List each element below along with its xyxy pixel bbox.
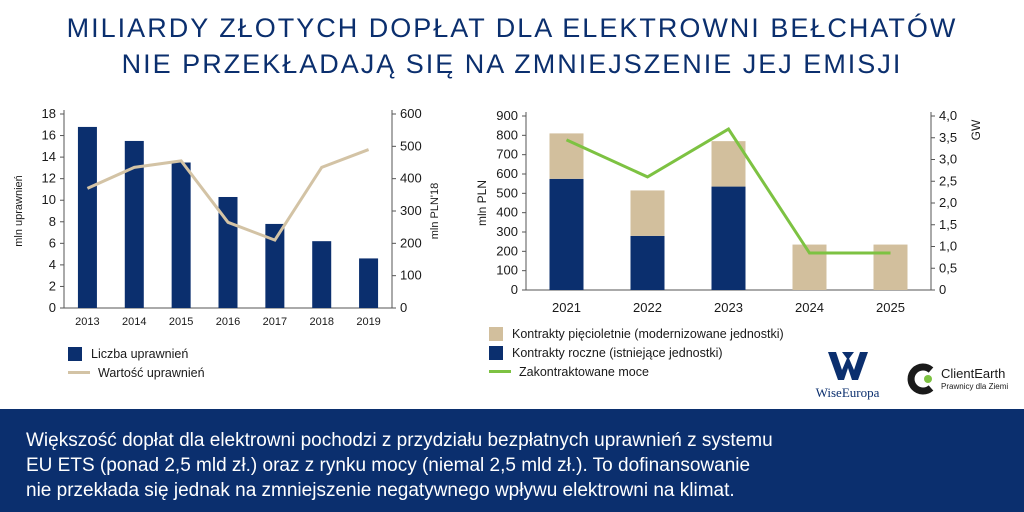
y-tick-label-left: 6 xyxy=(49,235,56,250)
y-tick-label-right: 2,0 xyxy=(939,195,957,210)
y-tick-label-right: 600 xyxy=(400,106,422,121)
clientearth-emblem-icon xyxy=(907,363,934,395)
y-tick-label-left: 8 xyxy=(49,214,56,229)
title-line-2: NIE PRZEKŁADAJĄ SIĘ NA ZMNIEJSZENIE JEJ … xyxy=(121,49,903,79)
bar xyxy=(265,223,285,308)
bar xyxy=(312,241,332,308)
legend-item-allowance-count: Liczba uprawnień xyxy=(68,344,205,363)
y-axis-title-left: mln uprawnień xyxy=(13,175,25,247)
bar xyxy=(171,162,191,308)
legend-item-contracted: Zakontraktowane moce xyxy=(489,362,784,381)
y-tick-label-right: 500 xyxy=(400,138,422,153)
bar xyxy=(630,190,665,236)
legend-swatch-navy xyxy=(489,345,503,360)
y-tick-label-right: 3,5 xyxy=(939,130,957,145)
legend-swatch-navy xyxy=(68,346,82,361)
legend-label: Liczba uprawnień xyxy=(91,346,189,361)
y-tick-label-left: 16 xyxy=(42,128,56,143)
clientearth-tagline: Prawnicy dla Ziemi xyxy=(941,382,1009,391)
footer-text: Większość dopłat dla elektrowni pochodzi… xyxy=(0,409,1024,503)
y-tick-label-right: 0,5 xyxy=(939,260,957,275)
wiseeuropa-name: WiseEuropa xyxy=(815,385,880,400)
legend-label: Zakontraktowane moce xyxy=(519,364,649,379)
legend-label: Kontrakty roczne (istniejące jednostki) xyxy=(512,345,723,360)
bar xyxy=(359,258,379,308)
y-tick-label-right: 200 xyxy=(400,235,422,250)
wiseeuropa-emblem-icon xyxy=(827,352,868,380)
clientearth-logo: ClientEarth Prawnicy dla Ziemi xyxy=(905,360,1020,400)
capacity-market-chart: 0 100 200 300 400 500 600 700 800 900 0 0,5 1,0 1,5 2,… xyxy=(475,108,983,315)
y-tick-label-left: 2 xyxy=(49,278,56,293)
y-tick-label-left: 800 xyxy=(496,127,518,142)
legend-label: Kontrakty pięcioletnie (modernizowane je… xyxy=(512,326,784,341)
legend-swatch-beige-line xyxy=(68,371,90,374)
series-line xyxy=(565,127,891,255)
y-tick-label-left: 900 xyxy=(496,108,518,123)
y-tick-label-right: 400 xyxy=(400,171,422,186)
y-tick-label-left: 10 xyxy=(42,192,56,207)
y-tick-label-right: 4,0 xyxy=(939,108,957,123)
y-tick-label-left: 18 xyxy=(42,106,56,121)
y-tick-label-left: 14 xyxy=(42,149,56,164)
y-tick-label-left: 0 xyxy=(511,282,518,297)
x-tick-label: 2022 xyxy=(633,300,662,315)
page-title: MILIARDY ZŁOTYCH DOPŁAT DLA ELEKTROWNI B… xyxy=(0,10,1024,82)
y-tick-label-left: 100 xyxy=(496,263,518,278)
x-tick-label: 2016 xyxy=(216,316,240,328)
legend-swatch-green-line xyxy=(489,370,511,373)
allowances-chart: 0 2 4 6 8 10 12 14 16 18 0 100 200 300 400 500 600 mln up… xyxy=(13,106,441,328)
wiseeuropa-logo: WiseEuropa xyxy=(800,352,895,401)
bar xyxy=(77,126,97,308)
bar xyxy=(630,235,665,290)
y-axis-title-right: mln PLN'18 xyxy=(429,183,441,240)
y-axis-title-left: mln PLN xyxy=(475,180,489,226)
footer-banner: Większość dopłat dla elektrowni pochodzi… xyxy=(0,409,1024,512)
y-tick-label-left: 400 xyxy=(496,205,518,220)
x-tick-label: 2017 xyxy=(263,316,287,328)
x-tick-label: 2014 xyxy=(122,316,146,328)
x-tick-label: 2018 xyxy=(309,316,333,328)
footer-line-3: nie przekłada się jednak na zmniejszenie… xyxy=(26,480,735,501)
legend-swatch-tan xyxy=(489,326,503,341)
x-tick-label: 2019 xyxy=(356,316,380,328)
x-tick-label: 2024 xyxy=(795,300,824,315)
y-tick-label-right: 1,5 xyxy=(939,217,957,232)
y-axis-title-right: GW xyxy=(969,119,983,140)
bar xyxy=(124,140,144,308)
x-tick-label: 2025 xyxy=(876,300,905,315)
legend-item-annual: Kontrakty roczne (istniejące jednostki) xyxy=(489,343,784,362)
footer-line-2: EU ETS (ponad 2,5 mld zł.) oraz z rynku … xyxy=(26,455,751,476)
legend-left: Liczba uprawnień Wartość uprawnień xyxy=(68,344,205,382)
legend-label: Wartość uprawnień xyxy=(98,365,205,380)
y-tick-label-left: 12 xyxy=(42,171,56,186)
y-tick-label-right: 300 xyxy=(400,203,422,218)
series-line xyxy=(86,148,370,242)
bar xyxy=(873,244,908,290)
x-tick-label: 2013 xyxy=(75,316,99,328)
y-tick-label-left: 700 xyxy=(496,147,518,162)
title-line-1: MILIARDY ZŁOTYCH DOPŁAT DLA ELEKTROWNI B… xyxy=(66,13,958,43)
clientearth-name: ClientEarth xyxy=(941,366,1006,381)
y-tick-label-left: 200 xyxy=(496,243,518,258)
y-tick-label-right: 3,0 xyxy=(939,152,957,167)
legend-right: Kontrakty pięcioletnie (modernizowane je… xyxy=(489,324,784,381)
y-tick-label-right: 100 xyxy=(400,268,422,283)
y-tick-label-right: 2,5 xyxy=(939,173,957,188)
legend-item-allowance-value: Wartość uprawnień xyxy=(68,363,205,382)
y-tick-label-right: 0 xyxy=(400,300,407,315)
y-tick-label-right: 1,0 xyxy=(939,239,957,254)
x-tick-label: 2015 xyxy=(169,316,193,328)
y-tick-label-left: 300 xyxy=(496,224,518,239)
bar xyxy=(549,178,584,290)
footer-line-1: Większość dopłat dla elektrowni pochodzi… xyxy=(26,430,773,451)
legend-item-five-year: Kontrakty pięcioletnie (modernizowane je… xyxy=(489,324,784,343)
x-tick-label: 2021 xyxy=(552,300,581,315)
y-tick-label-left: 500 xyxy=(496,185,518,200)
bar xyxy=(711,186,746,290)
y-tick-label-left: 600 xyxy=(496,166,518,181)
y-tick-label-left: 0 xyxy=(49,300,56,315)
y-tick-label-left: 4 xyxy=(49,257,56,272)
y-tick-label-right: 0 xyxy=(939,282,946,297)
x-tick-label: 2023 xyxy=(714,300,743,315)
